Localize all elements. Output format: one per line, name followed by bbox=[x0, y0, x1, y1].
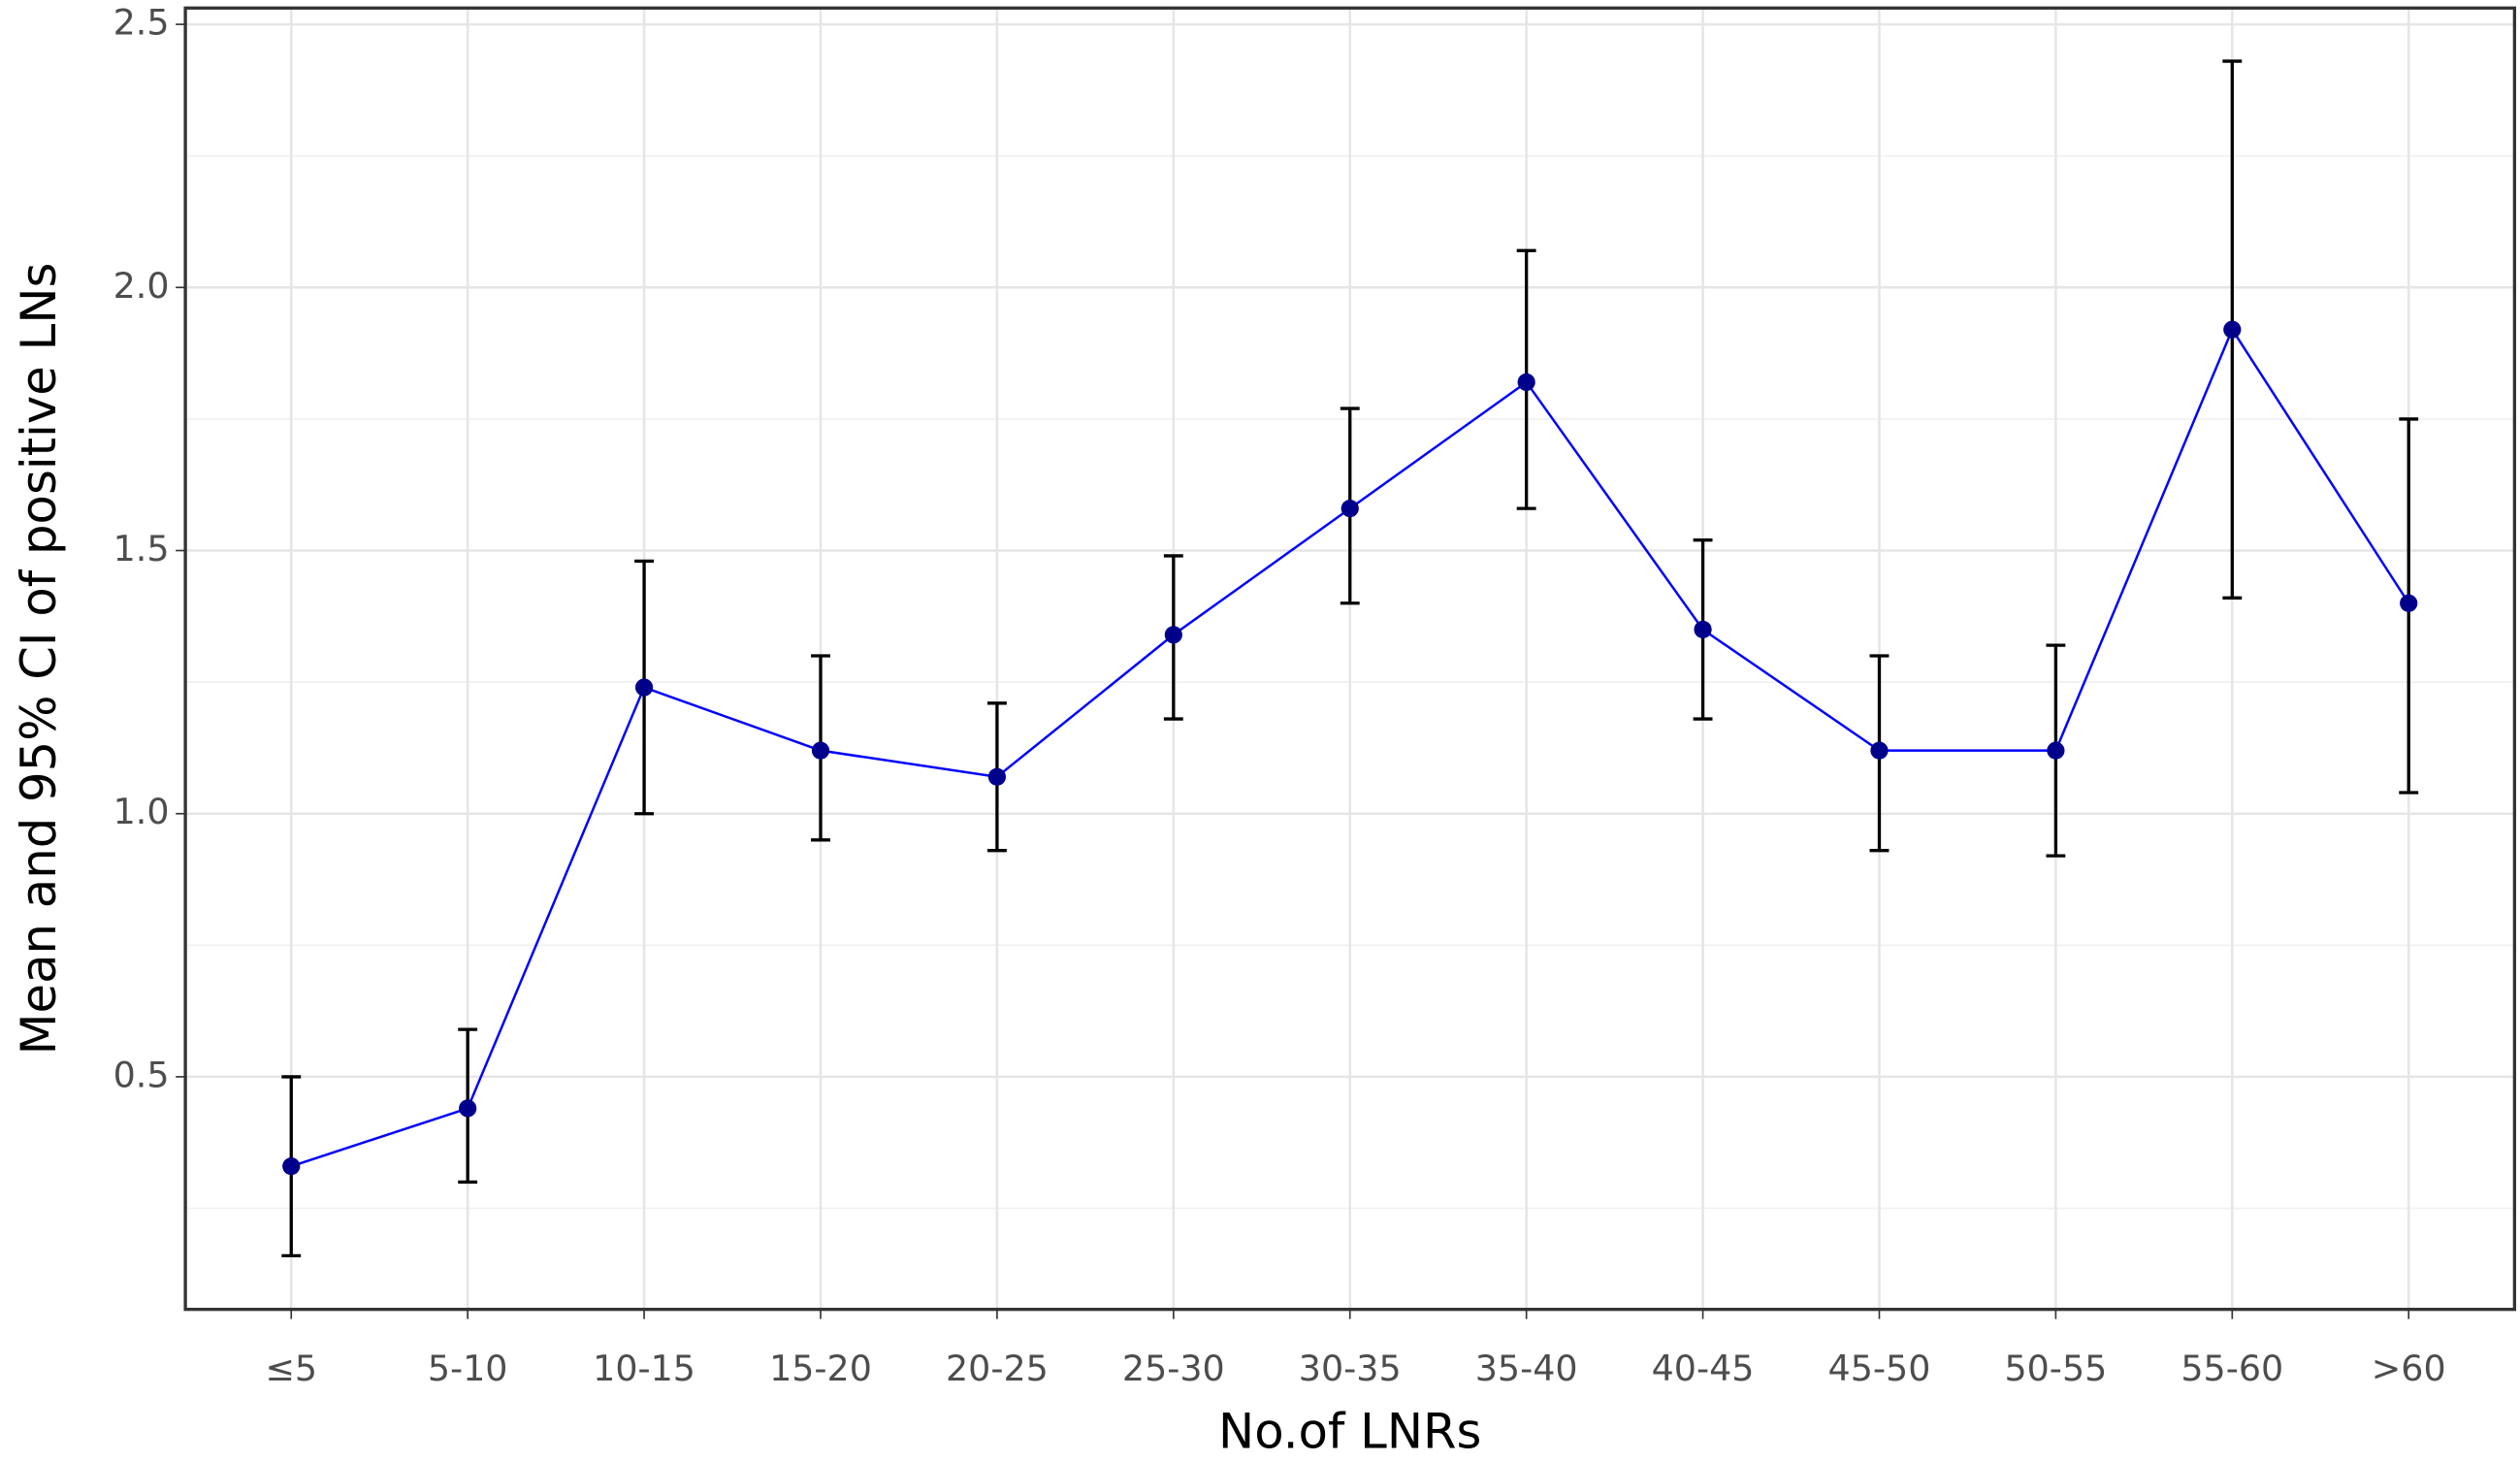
point bbox=[1517, 373, 1535, 392]
x-tick-label: 45-50 bbox=[1828, 1348, 1931, 1389]
point bbox=[634, 678, 654, 697]
point bbox=[1694, 620, 1712, 638]
y-tick-label: 2.0 bbox=[113, 265, 170, 307]
x-tick-label: >60 bbox=[2372, 1348, 2446, 1389]
point bbox=[2047, 741, 2065, 760]
x-tick-label: 10-15 bbox=[593, 1348, 695, 1389]
x-tick-label: 25-30 bbox=[1122, 1348, 1225, 1389]
y-tick-label: 1.0 bbox=[113, 791, 170, 832]
x-tick-label: 35-40 bbox=[1475, 1348, 1578, 1389]
x-tick-label: 5-10 bbox=[428, 1348, 508, 1389]
point bbox=[1164, 626, 1182, 644]
y-axis-title: Mean and 95% CI of positive LNs bbox=[11, 263, 67, 1056]
y-tick-label: 2.5 bbox=[113, 2, 170, 44]
x-tick-label: ≤5 bbox=[265, 1348, 317, 1389]
point bbox=[459, 1099, 477, 1118]
point bbox=[2223, 320, 2242, 339]
point bbox=[2400, 594, 2418, 612]
x-tick-label: 20-25 bbox=[946, 1348, 1049, 1389]
y-tick-label: 1.5 bbox=[113, 528, 170, 569]
point bbox=[1870, 741, 1889, 760]
x-tick-label: 30-35 bbox=[1299, 1348, 1402, 1389]
x-tick-label: 40-45 bbox=[1652, 1348, 1755, 1389]
x-tick-label: 55-60 bbox=[2181, 1348, 2283, 1389]
x-axis-title: No.of LNRs bbox=[1218, 1403, 1481, 1459]
point bbox=[811, 741, 830, 760]
point bbox=[1341, 500, 1359, 518]
plot-frame bbox=[183, 6, 2517, 1312]
x-tick-label: 15-20 bbox=[769, 1348, 872, 1389]
point bbox=[282, 1157, 301, 1176]
y-tick-label: 0.5 bbox=[113, 1054, 170, 1095]
x-tick-label: 50-55 bbox=[2004, 1348, 2107, 1389]
point bbox=[987, 767, 1007, 786]
